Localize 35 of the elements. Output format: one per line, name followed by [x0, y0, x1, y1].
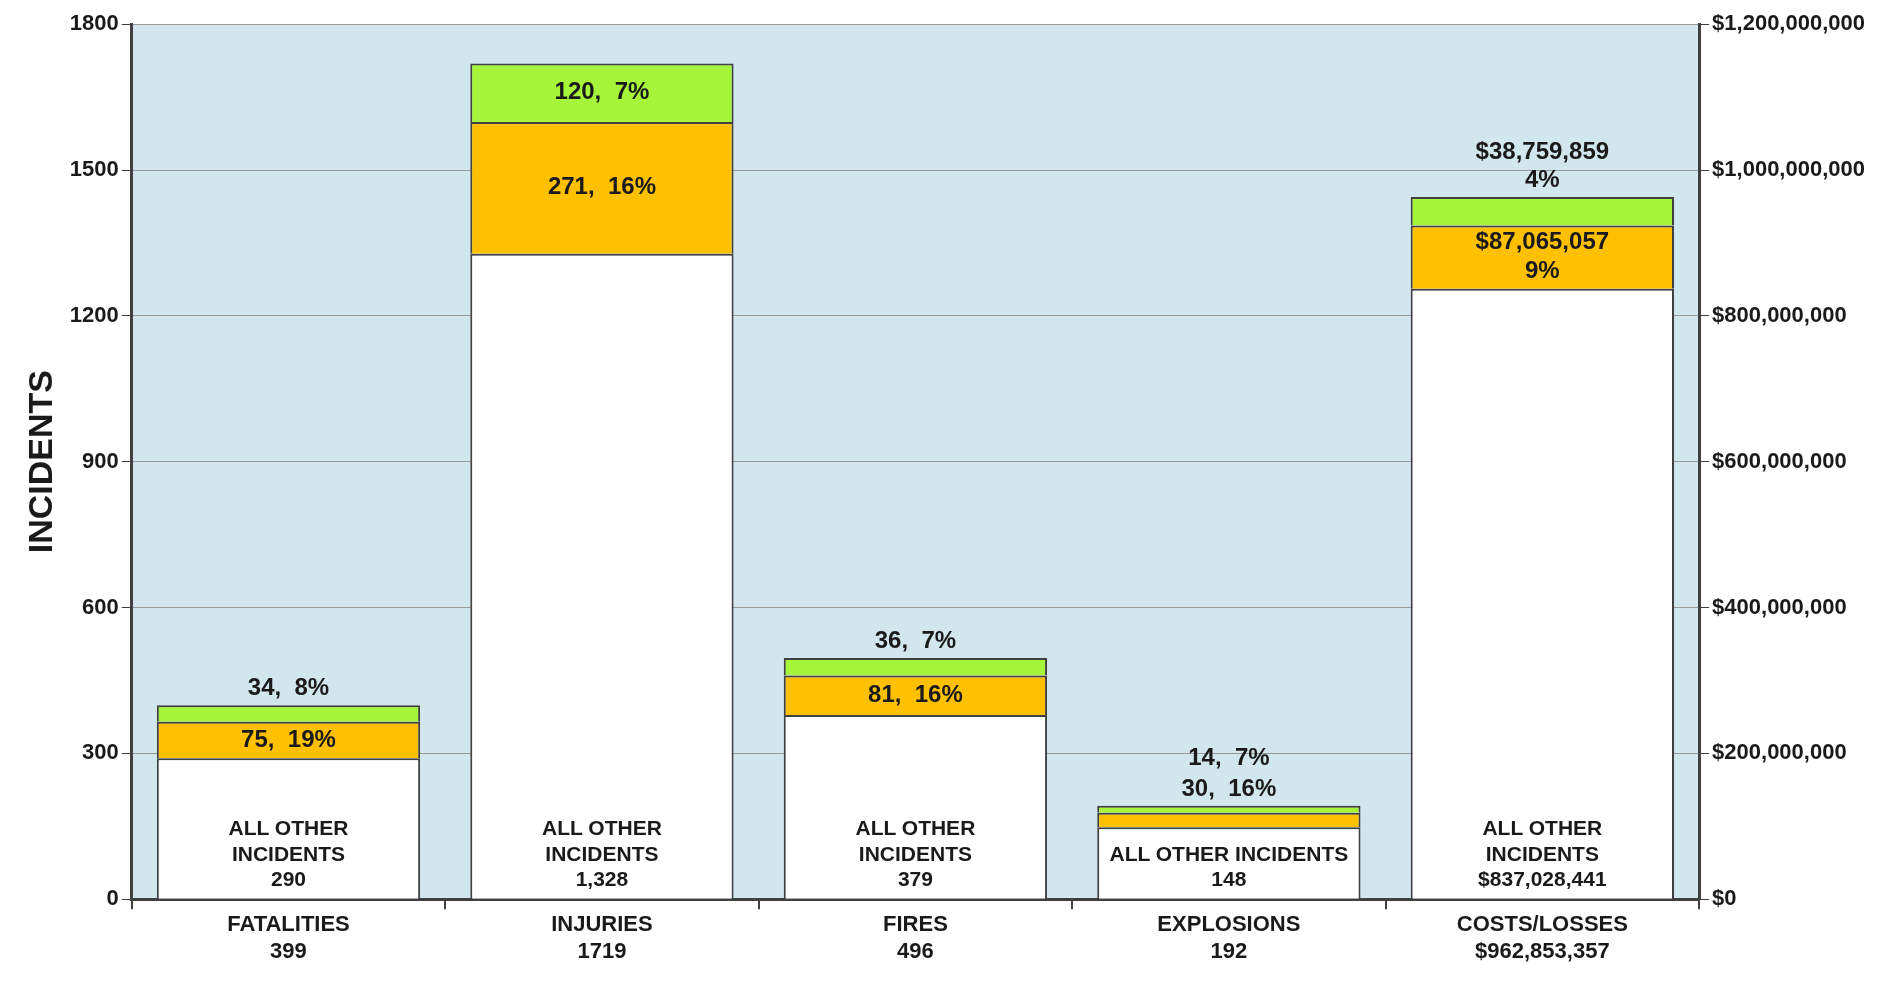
data-label: 14, 7%	[1188, 743, 1270, 771]
y-tick-label: 1500	[69, 156, 119, 182]
y-axis-title: INCIDENTS	[20, 370, 59, 554]
x-tick-label: FIRES 496	[883, 911, 948, 963]
y2-tick-label: $1,200,000,000	[1712, 10, 1866, 36]
y-tick-label: 1200	[69, 301, 119, 327]
data-label: ALL OTHER INCIDENTS 379	[855, 816, 976, 890]
data-label: 30, 16%	[1181, 774, 1277, 802]
data-label: ALL OTHER INCIDENTS 148	[1109, 841, 1349, 890]
y-tick-label: 1800	[69, 10, 119, 36]
data-label: ALL OTHER INCIDENTS $837,028,441	[1478, 816, 1607, 890]
data-label: ALL OTHER INCIDENTS 1,328	[542, 816, 662, 890]
y2-tick-label: $200,000,000	[1712, 739, 1847, 765]
y-tick-label: 600	[82, 593, 119, 619]
data-label: 75, 19%	[241, 724, 336, 752]
y2-tick-label: $600,000,000	[1712, 447, 1847, 473]
x-tick-label: INJURIES 1719	[551, 911, 653, 963]
data-label: 34, 8%	[247, 673, 330, 701]
y2-tick-label: $400,000,000	[1712, 593, 1847, 619]
y-tick-label: 0	[106, 885, 119, 911]
data-label: 36, 7%	[874, 626, 957, 654]
data-label: $87,065,057 9%	[1475, 227, 1610, 284]
data-label: $38,759,859 4%	[1475, 136, 1610, 193]
y2-tick-label: $800,000,000	[1712, 301, 1847, 327]
y-tick-label: 300	[82, 739, 119, 765]
x-tick-label: COSTS/LOSSES $962,853,357	[1456, 911, 1628, 963]
data-label: 81, 16%	[868, 679, 963, 707]
data-label: 120, 7%	[554, 77, 650, 105]
data-label: 271, 16%	[547, 172, 656, 200]
x-tick-label: FATALITIES 399	[227, 911, 350, 963]
y2-tick-label: $0	[1712, 885, 1737, 911]
y-tick-label: 900	[82, 447, 119, 473]
data-label: ALL OTHER INCIDENTS 290	[228, 816, 349, 890]
y2-tick-label: $1,000,000,000	[1712, 156, 1866, 182]
x-tick-label: EXPLOSIONS 192	[1157, 911, 1301, 963]
